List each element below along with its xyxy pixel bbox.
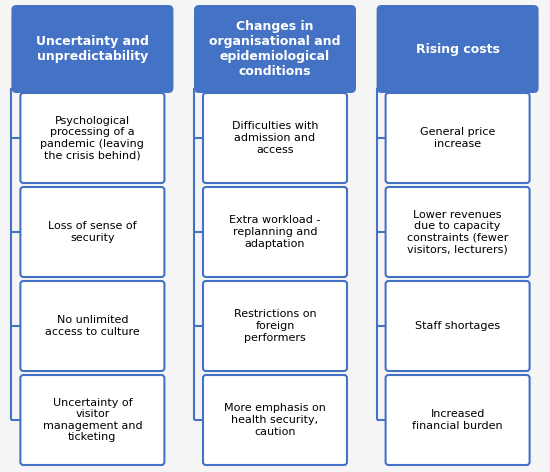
FancyBboxPatch shape — [377, 5, 538, 93]
Text: General price
increase: General price increase — [420, 127, 496, 149]
Text: Extra workload -
replanning and
adaptation: Extra workload - replanning and adaptati… — [229, 215, 321, 249]
Text: Uncertainty of
visitor
management and
ticketing: Uncertainty of visitor management and ti… — [42, 397, 142, 442]
Text: Restrictions on
foreign
performers: Restrictions on foreign performers — [234, 310, 316, 343]
Text: No unlimited
access to culture: No unlimited access to culture — [45, 315, 140, 337]
FancyBboxPatch shape — [20, 187, 164, 277]
FancyBboxPatch shape — [386, 187, 530, 277]
FancyBboxPatch shape — [20, 93, 164, 183]
FancyBboxPatch shape — [194, 5, 356, 93]
Text: Uncertainty and
unpredictability: Uncertainty and unpredictability — [36, 35, 149, 63]
FancyBboxPatch shape — [12, 5, 173, 93]
FancyBboxPatch shape — [20, 281, 164, 371]
FancyBboxPatch shape — [203, 375, 347, 465]
Text: Difficulties with
admission and
access: Difficulties with admission and access — [232, 121, 318, 155]
Text: Changes in
organisational and
epidemiological
conditions: Changes in organisational and epidemiolo… — [209, 20, 341, 78]
Text: Staff shortages: Staff shortages — [415, 321, 500, 331]
FancyBboxPatch shape — [203, 187, 347, 277]
Text: Loss of sense of
security: Loss of sense of security — [48, 221, 137, 243]
FancyBboxPatch shape — [203, 93, 347, 183]
Text: More emphasis on
health security,
caution: More emphasis on health security, cautio… — [224, 404, 326, 437]
Text: Psychological
processing of a
pandemic (leaving
the crisis behind): Psychological processing of a pandemic (… — [41, 116, 144, 160]
FancyBboxPatch shape — [386, 93, 530, 183]
Text: Lower revenues
due to capacity
constraints (fewer
visitors, lecturers): Lower revenues due to capacity constrain… — [407, 210, 508, 254]
FancyBboxPatch shape — [386, 281, 530, 371]
Text: Rising costs: Rising costs — [416, 42, 499, 56]
FancyBboxPatch shape — [386, 375, 530, 465]
Text: Increased
financial burden: Increased financial burden — [412, 409, 503, 431]
FancyBboxPatch shape — [20, 375, 164, 465]
FancyBboxPatch shape — [203, 281, 347, 371]
